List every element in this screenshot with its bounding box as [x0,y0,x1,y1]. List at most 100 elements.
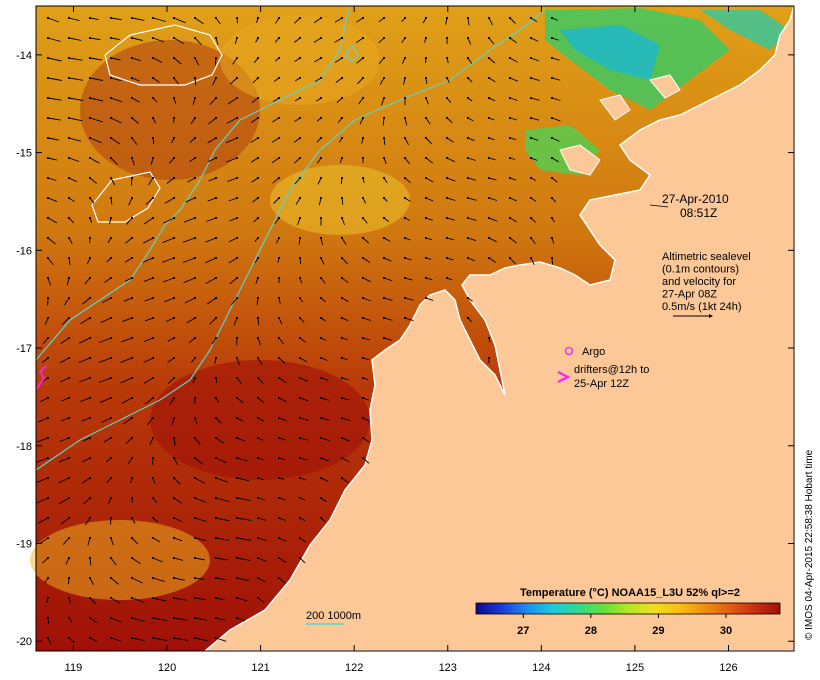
velocity-arrow-origin [319,496,323,500]
velocity-arrow [551,177,558,183]
velocity-arrow-origin [214,296,218,300]
velocity-arrow [194,417,198,425]
velocity-arrow-origin [298,236,302,240]
velocity-arrow-origin [172,216,176,220]
colorbar-ticks: 27 28 29 30 [517,614,732,637]
velocity-arrow [68,637,75,644]
velocity-arrow-origin [529,176,533,180]
velocity-arrow-origin [172,336,176,340]
velocity-arrow-origin [46,276,50,280]
velocity-arrow [173,477,181,485]
velocity-arrow-origin [298,36,302,40]
velocity-arrow-origin [319,96,323,100]
velocity-arrow-origin [214,216,218,220]
velocity-arrow-origin [46,536,50,540]
velocity-arrow-origin [214,156,218,160]
velocity-arrow [149,437,154,446]
velocity-arrow [551,37,559,41]
velocity-arrow-origin [214,76,218,80]
velocity-arrow-origin [193,296,197,300]
velocity-arrow-origin [214,236,218,240]
velocity-arrow [404,157,411,165]
velocity-arrow-origin [487,256,491,260]
velocity-arrow-origin [130,616,134,620]
velocity-arrow-origin [109,316,113,320]
velocity-arrow [383,237,391,242]
velocity-arrow-origin [130,196,134,200]
velocity-arrow [47,17,60,23]
velocity-arrow [173,537,183,542]
velocity-arrow [79,377,91,383]
velocity-arrow-origin [382,36,386,40]
velocity-arrow [68,57,83,61]
velocity-arrow [446,197,456,201]
velocity-arrow-origin [214,116,218,120]
velocity-arrow-origin [424,96,428,100]
velocity-arrow [250,117,259,123]
velocity-arrow-origin [403,56,407,60]
velocity-arrow-origin [340,276,344,280]
y-tick-label: -14 [16,50,32,62]
contour-legend: 200 1000m [306,610,361,625]
velocity-arrow [110,137,121,145]
velocity-arrow [299,357,308,363]
x-tick-label: 121 [251,662,269,674]
velocity-arrow-origin [319,476,323,480]
velocity-arrow-origin [109,396,113,400]
velocity-arrow [530,57,540,62]
velocity-arrow-origin [508,176,512,180]
velocity-arrow-origin [487,176,491,180]
velocity-arrow [215,617,226,621]
velocity-arrow [41,377,49,382]
velocity-arrow-origin [130,416,134,420]
velocity-arrow-origin [529,256,533,260]
velocity-arrow-origin [193,56,197,60]
velocity-arrow-origin [109,436,113,440]
velocity-arrow-origin [235,276,239,280]
velocity-arrow-origin [445,116,449,120]
velocity-arrow-origin [298,136,302,140]
velocity-arrow [110,97,123,103]
velocity-arrow [152,77,160,83]
velocity-arrow [215,537,230,541]
velocity-arrow [68,77,84,81]
velocity-arrow-origin [88,176,92,180]
depth-contours [35,7,546,471]
velocity-arrow-origin [277,316,281,320]
velocity-arrow [89,617,97,623]
velocity-arrow-origin [445,156,449,160]
velocity-arrow [215,457,227,464]
velocity-arrow-origin [403,96,407,100]
velocity-arrow-origin [256,296,260,300]
velocity-arrow-origin [172,456,176,460]
velocity-arrow [257,557,267,562]
velocity-arrow [530,117,540,121]
velocity-arrow-origin [466,16,470,20]
velocity-arrow [131,137,138,145]
velocity-arrow-origin [466,56,470,60]
velocity-arrow-origin [277,496,281,500]
velocity-arrow [173,597,187,601]
velocity-arrow [131,77,140,82]
velocity-arrow-origin [340,176,344,180]
sealevel-legend: Altimetric sealevel(0.1m contours)and ve… [662,251,751,313]
velocity-arrow [152,557,163,563]
velocity-arrow [341,377,349,381]
velocity-arrow-origin [88,596,92,600]
velocity-arrow [84,517,91,526]
velocity-arrow [272,177,280,184]
velocity-arrow [36,457,49,463]
velocity-arrow [142,257,154,263]
velocity-arrow-origin [508,136,512,140]
velocity-arrow [47,57,62,62]
velocity-arrow-origin [193,596,197,600]
velocity-arrow-origin [88,536,92,540]
velocity-arrow-origin [256,156,260,160]
velocity-arrow [257,577,266,583]
velocity-arrow-origin [46,256,50,260]
velocity-arrow-origin [298,456,302,460]
colorbar-title: Temperature (°C) NOAA15_L3U 52% ql>=2 [520,587,740,599]
velocity-arrow [488,217,498,222]
velocity-arrow-origin [130,236,134,240]
velocity-arrow [467,217,477,221]
